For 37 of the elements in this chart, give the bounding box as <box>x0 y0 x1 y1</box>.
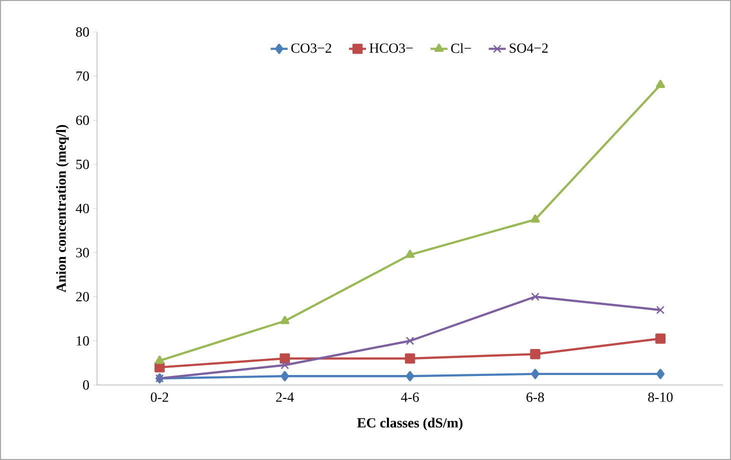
point <box>655 334 666 344</box>
point <box>406 371 414 382</box>
x-tick-label: 0-2 <box>150 392 168 402</box>
y-tick-label: 50 <box>76 160 89 170</box>
point <box>530 214 540 223</box>
x-tick-label: 4-6 <box>400 392 419 402</box>
point <box>530 348 540 360</box>
y-tick-label: 0 <box>83 380 89 390</box>
point <box>280 316 290 324</box>
x-tick-label: 2-4 <box>276 392 294 402</box>
point <box>531 368 540 380</box>
legend-label: CO3−2 <box>291 43 332 53</box>
y-tick-label: 70 <box>76 71 89 81</box>
x-tick-label: 6-8 <box>526 392 544 402</box>
y-tick-label: 10 <box>76 336 89 346</box>
point <box>280 353 290 364</box>
point <box>406 336 414 346</box>
point <box>656 80 665 88</box>
point <box>155 356 164 364</box>
x-axis-title: EC classes (dS/m) <box>357 418 462 430</box>
y-axis-title: Anion concentration (meq/l) <box>56 125 69 292</box>
y-tick-label: 20 <box>76 292 89 302</box>
y-tick-label: 40 <box>76 204 89 214</box>
point <box>405 250 415 258</box>
point <box>280 371 289 382</box>
x-tick-label: 8-10 <box>648 392 673 402</box>
y-tick-label: 60 <box>76 116 89 125</box>
y-tick-label: 80 <box>76 27 89 37</box>
legend-label: SO4−2 <box>510 43 548 53</box>
legend-label: Cl− <box>451 43 471 54</box>
point <box>531 292 540 301</box>
point <box>656 368 665 380</box>
point <box>404 353 416 364</box>
legend-label: HCO3− <box>370 43 413 53</box>
point <box>280 360 289 370</box>
y-tick-label: 30 <box>76 248 89 258</box>
point <box>656 306 665 314</box>
